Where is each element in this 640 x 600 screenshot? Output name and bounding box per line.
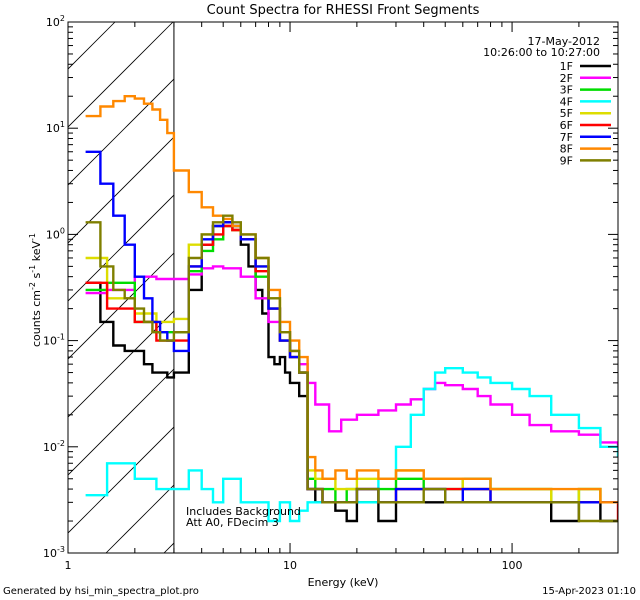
time-range-label: 10:26:00 to 10:27:00 — [483, 46, 600, 59]
y-tick-label: 10-3 — [43, 545, 65, 560]
y-label-exp-1: -2 — [28, 282, 37, 290]
series-1F-line — [85, 221, 618, 523]
hatch-line — [68, 194, 174, 302]
y-tick-label: 10-1 — [43, 333, 65, 348]
hatch-line — [68, 252, 174, 360]
chart-title: Count Spectra for RHESSI Front Segments — [207, 3, 480, 18]
x-tick-label: 100 — [502, 559, 523, 572]
annotation-line-2: Att A0, FDecim 3 — [186, 516, 279, 529]
series-8F-line — [85, 95, 618, 504]
hatch-line — [105, 484, 174, 553]
hatch-line — [68, 426, 174, 534]
y-label-exp-3: -1 — [28, 233, 37, 241]
x-axis-label: Energy (keV) — [308, 576, 379, 589]
series-3F-line — [85, 224, 618, 504]
hatch-line — [68, 368, 174, 476]
y-tick-label: 100 — [46, 226, 65, 241]
hatch-line — [222, 22, 640, 553]
hatch-line — [68, 78, 174, 186]
y-label-mid: s — [30, 272, 43, 281]
series-layer — [85, 95, 618, 523]
legend-label-1F: 1F — [560, 60, 573, 73]
plot-frame — [67, 21, 619, 554]
y-tick-label: 102 — [46, 14, 65, 29]
footer-timestamp: 15-Apr-2023 01:10 — [542, 586, 636, 597]
x-tick-label: 10 — [283, 559, 297, 572]
series-2F-line — [85, 265, 618, 447]
legend-label-9F: 9F — [560, 154, 573, 167]
hatch-line — [68, 22, 174, 128]
hatch-line — [68, 22, 116, 70]
legend-label-8F: 8F — [560, 143, 573, 156]
series-9F-line — [85, 214, 618, 523]
y-label-unit: keV — [30, 241, 43, 265]
legend-label-7F: 7F — [560, 131, 573, 144]
legend-label-6F: 6F — [560, 119, 573, 132]
axis-tick-labels: 1 10 100 10-3 10-2 10-1 100 101 102 — [43, 14, 523, 572]
footer-generated-by: Generated by hsi_min_spectra_plot.pro — [3, 586, 199, 597]
y-tick-label: 101 — [46, 120, 65, 135]
y-label-exp-2: -1 — [28, 265, 37, 273]
x-tick-label: 1 — [65, 559, 72, 572]
y-axis-label: counts cm-2 s-1 keV-1 — [28, 233, 43, 347]
axis-ticks — [67, 21, 619, 554]
series-5F-line — [85, 224, 618, 504]
legend-label-4F: 4F — [560, 95, 573, 108]
y-tick-label: 10-2 — [43, 439, 65, 454]
date-label: 17-May-2012 — [528, 35, 600, 48]
legend-label-2F: 2F — [560, 72, 573, 85]
annotation-line-1: Includes Background — [186, 505, 301, 518]
legend-label-3F: 3F — [560, 84, 573, 97]
series-7F-line — [85, 150, 618, 504]
series-4F-line — [85, 367, 618, 523]
y-label-base: counts cm — [30, 290, 43, 347]
attenuator-hatch-region — [68, 22, 640, 553]
legend-label-5F: 5F — [560, 107, 573, 120]
